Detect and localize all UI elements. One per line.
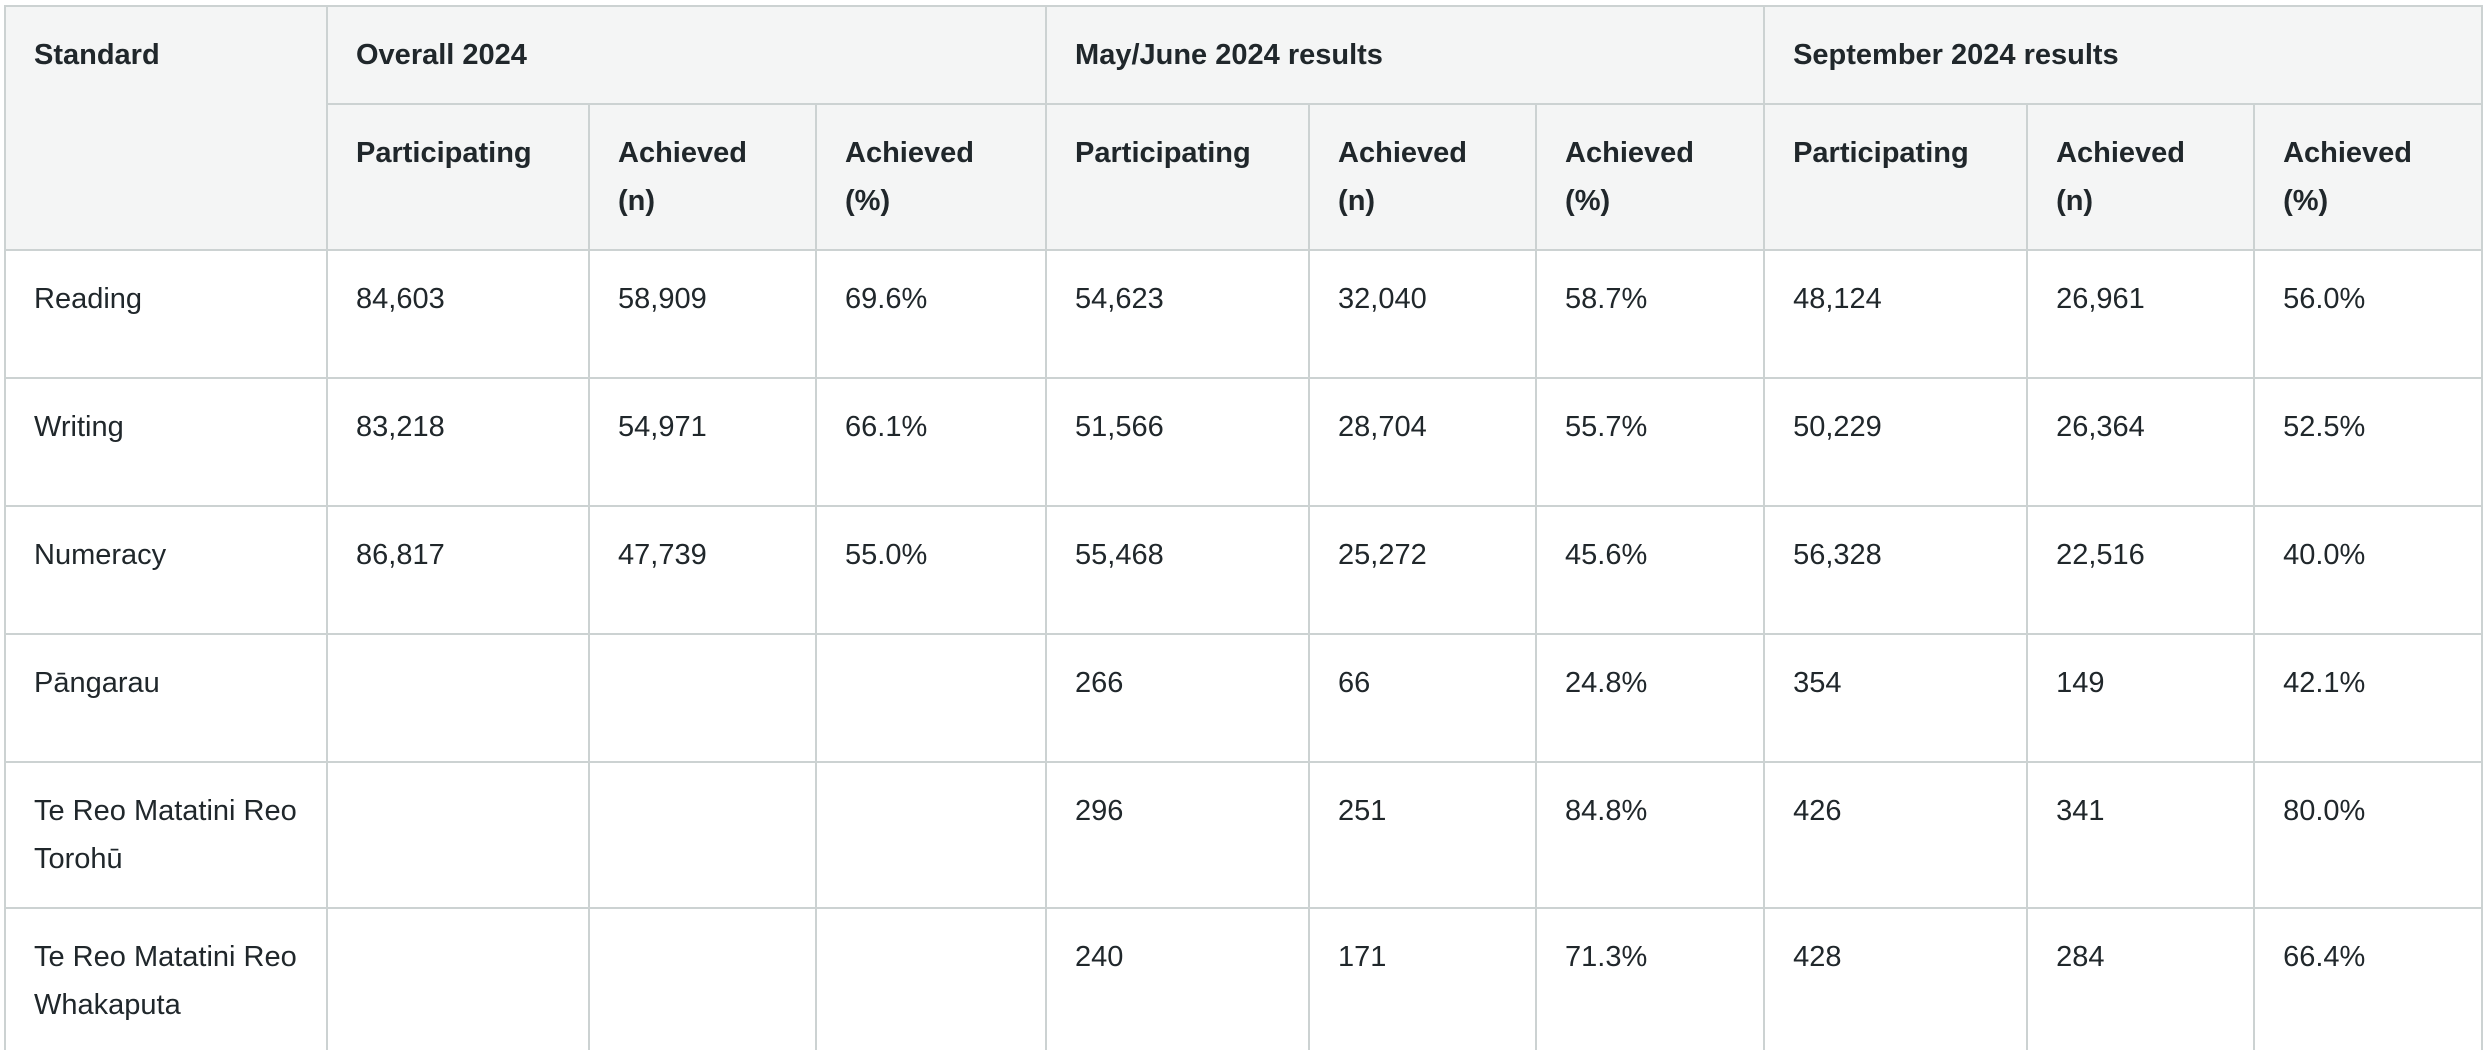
row-header-reading: Reading <box>4 249 328 379</box>
table-cell: 426 <box>1763 761 2029 909</box>
table-cell: 32,040 <box>1308 249 1538 379</box>
table-row-te-reo-matatini-reo-whakaputa: Te Reo Matatini Reo Whakaputa 240 171 71… <box>4 907 2484 1050</box>
table-cell: 42.1% <box>2253 633 2484 763</box>
table-cell: 28,704 <box>1308 377 1538 507</box>
column-header-row: Participating Achieved (n) Achieved (%) … <box>5 103 2484 251</box>
table-cell: 47,739 <box>588 505 817 635</box>
row-header-writing: Writing <box>4 377 328 507</box>
table-row-numeracy: Numeracy 86,817 47,739 55.0% 55,468 25,2… <box>4 505 2484 635</box>
row-header-te-reo-matatini-reo-whakaputa: Te Reo Matatini Reo Whakaputa <box>4 907 328 1050</box>
table-cell: 171 <box>1308 907 1538 1050</box>
table-cell: 149 <box>2026 633 2256 763</box>
table-cell <box>814 907 1048 1050</box>
table-cell: 71.3% <box>1535 907 1766 1050</box>
table-cell: 54,971 <box>588 377 817 507</box>
table-cell: 26,961 <box>2026 249 2256 379</box>
table-cell: 45.6% <box>1535 505 1766 635</box>
table-cell <box>588 633 817 763</box>
table-row-pangarau: Pāngarau 266 66 24.8% 354 149 42.1% <box>4 633 2484 763</box>
table-cell: 86,817 <box>326 505 590 635</box>
table-cell: 24.8% <box>1535 633 1766 763</box>
table-cell: 341 <box>2026 761 2256 909</box>
col-header-mayjune-achieved-n: Achieved (n) <box>1308 103 1538 251</box>
table-cell: 50,229 <box>1763 377 2029 507</box>
row-header-te-reo-matatini-reo-torohu: Te Reo Matatini Reo Torohū <box>4 761 328 909</box>
table-cell <box>326 761 590 909</box>
table-cell <box>326 907 590 1050</box>
table-cell: 56.0% <box>2253 249 2484 379</box>
table-cell <box>326 633 590 763</box>
table-cell: 22,516 <box>2026 505 2256 635</box>
table-cell: 51,566 <box>1045 377 1311 507</box>
results-table: Standard Overall 2024 May/June 2024 resu… <box>4 5 2484 1050</box>
table-cell: 83,218 <box>326 377 590 507</box>
table-cell: 66.4% <box>2253 907 2484 1050</box>
table-cell: 58.7% <box>1535 249 1766 379</box>
table-cell: 84.8% <box>1535 761 1766 909</box>
table-cell: 80.0% <box>2253 761 2484 909</box>
table-cell: 56,328 <box>1763 505 2029 635</box>
row-header-numeracy: Numeracy <box>4 505 328 635</box>
section-header-row: Standard Overall 2024 May/June 2024 resu… <box>4 5 2484 251</box>
table-cell: 354 <box>1763 633 2029 763</box>
table-cell: 54,623 <box>1045 249 1311 379</box>
table-cell <box>588 761 817 909</box>
col-header-overall-participating: Participating <box>326 103 590 251</box>
section-header-overall-2024: Overall 2024 <box>325 5 1048 105</box>
table-cell: 266 <box>1045 633 1311 763</box>
table-cell: 428 <box>1763 907 2029 1050</box>
col-header-september-achieved-pct: Achieved (%) <box>2253 103 2484 251</box>
table-row-te-reo-matatini-reo-torohu: Te Reo Matatini Reo Torohū 296 251 84.8%… <box>4 761 2484 909</box>
table-cell <box>588 907 817 1050</box>
table-cell <box>814 633 1048 763</box>
table-cell: 251 <box>1308 761 1538 909</box>
table-cell <box>814 761 1048 909</box>
col-header-mayjune-participating: Participating <box>1045 103 1311 251</box>
col-header-mayjune-achieved-pct: Achieved (%) <box>1535 103 1766 251</box>
table-cell: 40.0% <box>2253 505 2484 635</box>
table-row-reading: Reading 84,603 58,909 69.6% 54,623 32,04… <box>4 249 2484 379</box>
table-cell: 66.1% <box>814 377 1048 507</box>
table-cell: 48,124 <box>1763 249 2029 379</box>
table-cell: 25,272 <box>1308 505 1538 635</box>
table-cell: 66 <box>1308 633 1538 763</box>
col-header-september-achieved-n: Achieved (n) <box>2026 103 2256 251</box>
table-cell: 58,909 <box>588 249 817 379</box>
table-cell: 69.6% <box>814 249 1048 379</box>
table-cell: 52.5% <box>2253 377 2484 507</box>
corner-header-standard: Standard <box>4 5 328 251</box>
table-cell: 26,364 <box>2026 377 2256 507</box>
col-header-overall-achieved-pct: Achieved (%) <box>814 103 1048 251</box>
section-header-may-june-2024: May/June 2024 results <box>1045 5 1766 105</box>
row-header-pangarau: Pāngarau <box>4 633 328 763</box>
table-cell: 284 <box>2026 907 2256 1050</box>
table-cell: 240 <box>1045 907 1311 1050</box>
table-cell: 55.7% <box>1535 377 1766 507</box>
table-cell: 84,603 <box>326 249 590 379</box>
table-cell: 55,468 <box>1045 505 1311 635</box>
table-cell: 296 <box>1045 761 1311 909</box>
col-header-september-participating: Participating <box>1763 103 2029 251</box>
section-header-september-2024: September 2024 results <box>1763 5 2484 105</box>
table-row-writing: Writing 83,218 54,971 66.1% 51,566 28,70… <box>4 377 2484 507</box>
col-header-overall-achieved-n: Achieved (n) <box>588 103 817 251</box>
table-cell: 55.0% <box>814 505 1048 635</box>
